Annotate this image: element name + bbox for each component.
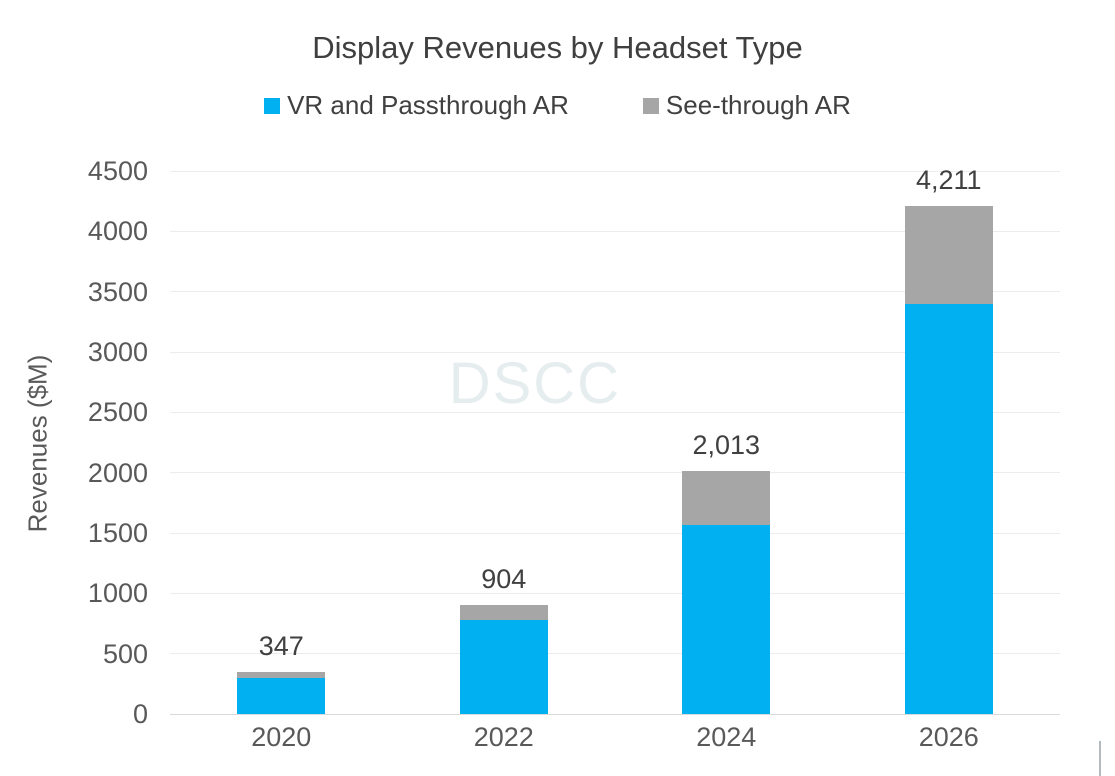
bar-segment bbox=[682, 524, 771, 714]
legend-label-vr-passthrough-ar: VR and Passthrough AR bbox=[287, 90, 569, 120]
bar-segment bbox=[459, 619, 548, 714]
bar-segment bbox=[904, 303, 993, 714]
bar-segment bbox=[904, 205, 993, 304]
y-tick-label: 1000 bbox=[87, 578, 148, 609]
total-label: 4,211 bbox=[915, 164, 982, 195]
x-tick-label: 2026 bbox=[918, 722, 979, 752]
legend-item-see-through-ar: See-through AR bbox=[642, 90, 851, 121]
bar-2022 bbox=[459, 604, 548, 714]
total-label: 2,013 bbox=[692, 430, 761, 461]
gridline bbox=[170, 653, 1060, 655]
gridline bbox=[170, 170, 1060, 172]
legend-label-see-through-ar: See-through AR bbox=[665, 90, 851, 120]
y-tick-label: 0 bbox=[132, 699, 148, 729]
legend-swatch-blue-icon bbox=[264, 97, 281, 114]
total-label: 904 bbox=[481, 563, 527, 594]
x-tick-label: 2020 bbox=[251, 722, 312, 752]
x-tick-label: 2022 bbox=[473, 722, 534, 752]
plot-area: DSCC 347 904 2,013 4,211 bbox=[170, 165, 1060, 715]
y-tick-label: 4000 bbox=[87, 216, 148, 247]
bar-segment bbox=[237, 677, 326, 714]
gridline bbox=[170, 230, 1060, 232]
x-axis-labels: 2020 2022 2024 2026 bbox=[170, 722, 1060, 762]
y-tick-label: 3500 bbox=[87, 276, 148, 307]
gridline bbox=[170, 592, 1060, 594]
gridline bbox=[170, 532, 1060, 534]
bar-segment bbox=[237, 672, 326, 678]
gridline bbox=[170, 713, 1060, 715]
y-tick-label: 2500 bbox=[87, 397, 148, 428]
bar-2020 bbox=[237, 672, 326, 714]
bar-segment bbox=[682, 471, 771, 525]
screen-edge-artifact bbox=[1099, 741, 1101, 776]
legend: VR and Passthrough AR See-through AR bbox=[0, 90, 1115, 121]
legend-item-vr-passthrough-ar: VR and Passthrough AR bbox=[264, 90, 569, 121]
gridline bbox=[170, 291, 1060, 293]
chart-title: Display Revenues by Headset Type bbox=[312, 30, 803, 65]
gridline bbox=[170, 351, 1060, 353]
y-tick-label: 4500 bbox=[87, 156, 148, 186]
y-tick-label: 2000 bbox=[87, 457, 148, 488]
y-tick-label: 1500 bbox=[87, 518, 148, 548]
total-label: 347 bbox=[258, 631, 304, 662]
x-tick-label: 2024 bbox=[696, 722, 757, 752]
gridline bbox=[170, 472, 1060, 474]
gridline bbox=[170, 411, 1060, 413]
legend-swatch-gray-icon bbox=[642, 97, 659, 114]
y-tick-label: 500 bbox=[102, 638, 148, 669]
y-tick-label: 3000 bbox=[87, 337, 148, 367]
y-axis-ticks: 0 500 1000 1500 2000 2500 3000 3500 4000 4500 bbox=[0, 156, 148, 729]
bar-2026 bbox=[904, 205, 993, 714]
bar-segment bbox=[459, 604, 548, 620]
bar-2024 bbox=[682, 471, 771, 714]
watermark: DSCC bbox=[448, 351, 622, 417]
